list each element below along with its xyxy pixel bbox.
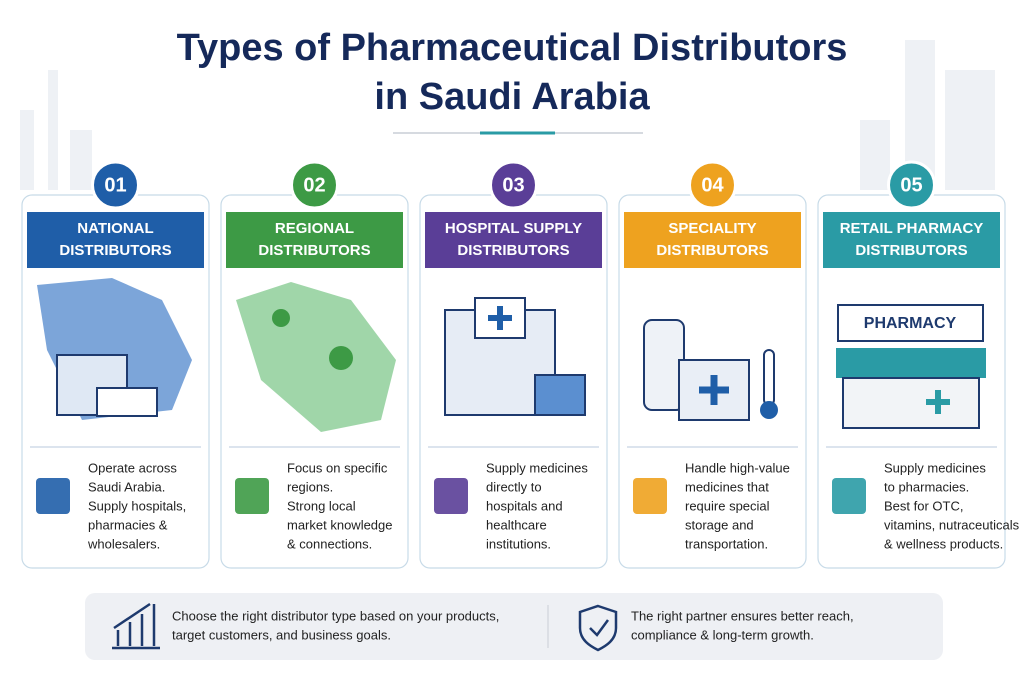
number-badge [887, 160, 936, 210]
card-number: 04 [701, 174, 724, 196]
footer-text: compliance & long-term growth. [631, 627, 814, 642]
card-title: HOSPITAL SUPPLY [445, 220, 582, 237]
card-description: & wellness products. [884, 536, 1003, 551]
sign [837, 304, 984, 342]
number-badge [489, 160, 538, 210]
card: 04 SPECIALITY DISTRIBUTORS Handle high-valu… [618, 160, 807, 569]
truck [534, 374, 586, 416]
card-description: transportation. [685, 536, 768, 551]
footer-text: Choose the right distributor type based … [172, 608, 499, 623]
card-title: DISTRIBUTORS [59, 242, 171, 259]
card-description: market knowledge [287, 517, 393, 532]
card-header [624, 212, 801, 268]
card: 02 REGIONAL DISTRIBUTORS Focus on specific r… [220, 160, 409, 569]
card-description: Supply hospitals, [88, 498, 186, 513]
card: 05 RETAIL PHARMACY DISTRIBUTORS PHARMACY Sup… [817, 160, 1020, 569]
chart-icon [112, 602, 160, 650]
card: 03 HOSPITAL SUPPLY DISTRIBUTORS Supply medi… [419, 160, 608, 569]
card-description: hospitals and [486, 498, 563, 513]
card-title: SPECIALITY [668, 220, 756, 237]
card-icon [832, 478, 866, 514]
truck [96, 387, 158, 417]
footer-text: The right partner ensures better reach, [631, 608, 854, 623]
pin [329, 346, 353, 370]
card-title: DISTRIBUTORS [457, 242, 569, 259]
card-description: Best for OTC, [884, 498, 963, 513]
number-badge [91, 160, 140, 210]
cross [926, 390, 950, 414]
card-title: NATIONAL [77, 220, 153, 237]
card-description: to pharmacies. [884, 479, 969, 494]
card-icon [434, 478, 468, 514]
card-title: DISTRIBUTORS [258, 242, 370, 259]
number-badge [688, 160, 737, 210]
card-description: Strong local [287, 498, 356, 513]
footer-text: target customers, and business goals. [172, 627, 391, 642]
card-number: 03 [502, 174, 524, 196]
card-title: REGIONAL [275, 220, 354, 237]
card-description: Operate across [88, 460, 177, 475]
title-line: in Saudi Arabia [374, 76, 650, 118]
card-icon [235, 478, 269, 514]
card: 01 NATIONAL DISTRIBUTORS Operate across Saud… [21, 160, 210, 569]
card-description: wholesalers. [87, 536, 160, 551]
card-icon [36, 478, 70, 514]
card-header [27, 212, 204, 268]
card-description: healthcare [486, 517, 547, 532]
card-description: Handle high-value [685, 460, 790, 475]
pharmacy-sign: PHARMACY [864, 315, 957, 332]
card-description: Focus on specific [287, 460, 388, 475]
card-description: Supply medicines [486, 460, 588, 475]
card-description: vitamins, nutraceuticals [884, 517, 1020, 532]
card-description: Supply medicines [884, 460, 986, 475]
card-header [226, 212, 403, 268]
card-description: & connections. [287, 536, 372, 551]
number-badge [290, 160, 339, 210]
cross [488, 306, 512, 330]
card-header [425, 212, 602, 268]
card-title: RETAIL PHARMACY [840, 220, 984, 237]
card-number: 05 [900, 174, 922, 196]
card-description: regions. [287, 479, 333, 494]
card-description: directly to [486, 479, 542, 494]
card-description: institutions. [486, 536, 551, 551]
cards: 01 NATIONAL DISTRIBUTORS Operate across Saud… [21, 160, 1020, 569]
card-title: DISTRIBUTORS [855, 242, 967, 259]
card-description: storage and [685, 517, 754, 532]
card-description: require special [685, 498, 770, 513]
pin [272, 309, 290, 327]
card-description: Saudi Arabia. [88, 479, 165, 494]
card-icon [633, 478, 667, 514]
card-number: 01 [104, 174, 126, 196]
card-description: pharmacies & [88, 517, 168, 532]
shield-icon [578, 604, 618, 652]
card-number: 02 [303, 174, 325, 196]
footer-box [85, 593, 943, 660]
card-description: medicines that [685, 479, 769, 494]
shop [842, 377, 980, 429]
awning [836, 348, 986, 378]
card-title: DISTRIBUTORS [656, 242, 768, 259]
thermometer [763, 349, 775, 406]
cross [699, 375, 729, 405]
card-header [823, 212, 1000, 268]
thermometer-bulb [760, 401, 778, 419]
title-line: Types of Pharmaceutical Distributors [177, 27, 848, 69]
